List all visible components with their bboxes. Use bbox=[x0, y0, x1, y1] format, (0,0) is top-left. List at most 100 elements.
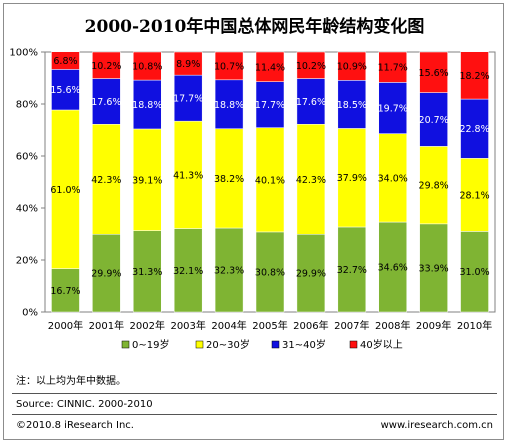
bar-segment bbox=[296, 51, 326, 79]
website-text: www.iresearch.com.cn bbox=[380, 420, 493, 431]
bar-segment bbox=[92, 124, 121, 235]
chart-note: 注：以上均为年中数据。 bbox=[16, 376, 126, 387]
data-label: 17.6% bbox=[91, 97, 121, 108]
legend-label: 0~19岁 bbox=[132, 338, 169, 351]
data-label: 29.9% bbox=[91, 269, 121, 280]
legend-swatch bbox=[271, 340, 280, 349]
x-tick-label: 2003年 bbox=[170, 319, 205, 332]
data-label: 18.5% bbox=[337, 100, 367, 111]
bar-segment bbox=[419, 146, 448, 225]
data-label: 33.9% bbox=[419, 263, 449, 274]
bar-segment bbox=[337, 128, 367, 228]
data-label: 40.1% bbox=[255, 175, 285, 186]
data-label: 10.7% bbox=[214, 61, 244, 72]
bar-segment bbox=[255, 51, 285, 82]
x-tick-label: 2005年 bbox=[252, 319, 287, 332]
x-tick-label: 2010年 bbox=[457, 319, 492, 332]
data-label: 8.9% bbox=[176, 59, 200, 70]
bar-segment bbox=[92, 51, 121, 79]
data-label: 29.9% bbox=[296, 269, 326, 280]
data-label: 38.2% bbox=[214, 174, 244, 185]
data-label: 16.7% bbox=[50, 286, 80, 297]
data-label: 32.7% bbox=[337, 265, 367, 276]
legend-swatch bbox=[121, 340, 130, 349]
y-tick-label: 40% bbox=[16, 204, 38, 215]
bar-segment bbox=[337, 51, 367, 81]
data-label: 10.8% bbox=[132, 62, 162, 73]
data-label: 34.6% bbox=[378, 263, 408, 274]
data-label: 39.1% bbox=[132, 175, 162, 186]
y-tick-label: 80% bbox=[16, 100, 38, 111]
bar-segment bbox=[460, 51, 489, 100]
bar-segment bbox=[51, 69, 80, 111]
bar-segment bbox=[378, 221, 407, 313]
bar-segment bbox=[296, 124, 326, 235]
data-label: 20.7% bbox=[419, 115, 449, 126]
x-tick-label: 2004年 bbox=[211, 319, 246, 332]
data-label: 18.2% bbox=[459, 71, 489, 82]
data-label: 11.7% bbox=[378, 63, 408, 74]
x-tick-label: 2007年 bbox=[334, 319, 369, 332]
data-label: 10.2% bbox=[296, 61, 326, 72]
legend-label: 40岁以上 bbox=[360, 338, 403, 351]
data-label: 6.8% bbox=[53, 56, 77, 67]
data-label: 17.7% bbox=[255, 100, 285, 111]
x-tick-label: 2009年 bbox=[416, 319, 451, 332]
data-label: 61.0% bbox=[50, 185, 80, 196]
y-tick-label: 20% bbox=[16, 256, 38, 267]
data-label: 31.3% bbox=[132, 267, 162, 278]
bar-segment bbox=[337, 80, 367, 129]
data-label: 28.1% bbox=[459, 190, 489, 201]
data-label: 15.6% bbox=[419, 68, 449, 79]
bar-segment bbox=[133, 79, 162, 130]
y-tick-label: 60% bbox=[16, 152, 38, 163]
bar-segment bbox=[378, 133, 407, 223]
bar-segment bbox=[92, 78, 121, 125]
bar-segment bbox=[92, 234, 121, 313]
data-label: 18.8% bbox=[132, 100, 162, 111]
data-label: 19.7% bbox=[378, 104, 408, 115]
data-label: 42.3% bbox=[296, 175, 326, 186]
bar-segment bbox=[133, 230, 162, 313]
x-tick-label: 2001年 bbox=[89, 319, 124, 332]
bar-segment bbox=[173, 74, 203, 122]
x-tick-label: 2000年 bbox=[48, 319, 83, 332]
bar-segment bbox=[214, 128, 244, 229]
bar-segment bbox=[255, 127, 285, 233]
data-label: 10.2% bbox=[91, 61, 121, 72]
bar-segment bbox=[255, 81, 285, 128]
legend-label: 31~40岁 bbox=[282, 338, 326, 351]
bar-segment bbox=[51, 109, 80, 269]
x-tick-label: 2006年 bbox=[293, 319, 328, 332]
bar-segment bbox=[419, 51, 448, 93]
bar-segment bbox=[460, 231, 489, 313]
data-label: 17.7% bbox=[173, 94, 203, 105]
data-label: 18.8% bbox=[214, 100, 244, 111]
bar-segment bbox=[337, 226, 367, 313]
data-label: 34.0% bbox=[378, 173, 408, 184]
chart-title: 2000-2010年中国总体网民年龄结构变化图 bbox=[84, 17, 425, 37]
data-label: 31.0% bbox=[459, 267, 489, 278]
data-label: 41.3% bbox=[173, 170, 203, 181]
bar-segment bbox=[214, 79, 244, 129]
legend-swatch bbox=[195, 340, 204, 349]
bar-segment bbox=[51, 51, 80, 70]
data-label: 17.6% bbox=[296, 97, 326, 108]
bar-segment bbox=[419, 92, 448, 147]
divider-line bbox=[12, 393, 497, 394]
data-label: 32.1% bbox=[173, 266, 203, 277]
data-label: 37.9% bbox=[337, 173, 367, 184]
bar-segment bbox=[173, 228, 203, 313]
bar-segment bbox=[133, 128, 162, 231]
data-label: 30.8% bbox=[255, 267, 285, 278]
bar-segment bbox=[51, 268, 80, 313]
data-label: 11.4% bbox=[255, 62, 285, 73]
data-label: 22.8% bbox=[459, 124, 489, 135]
legend-swatch bbox=[349, 340, 358, 349]
bar-segment bbox=[378, 51, 407, 83]
bar-segment bbox=[133, 51, 162, 81]
data-label: 32.3% bbox=[214, 266, 244, 277]
bar-segment bbox=[214, 51, 244, 81]
data-label: 29.8% bbox=[419, 181, 449, 192]
